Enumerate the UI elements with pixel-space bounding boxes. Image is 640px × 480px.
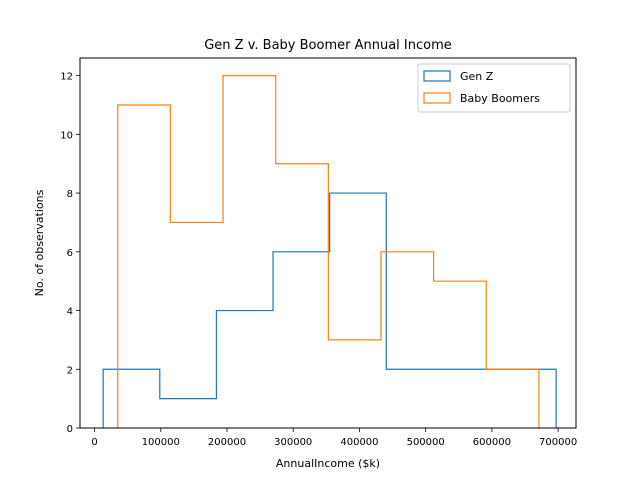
x-tick-label: 100000 [142, 437, 180, 448]
y-tick-label: 4 [67, 307, 73, 318]
series-0-step-outline [102, 192, 557, 428]
x-tick-label: 300000 [274, 437, 312, 448]
x-tick-label: 400000 [340, 437, 378, 448]
axes-frame [79, 57, 577, 429]
legend: Gen Z Baby Boomers [417, 63, 571, 113]
x-tick-label: 0 [91, 437, 97, 448]
series-1-step-outline [117, 75, 540, 428]
y-tick-label: 12 [60, 72, 73, 83]
x-tick-label: 200000 [208, 437, 246, 448]
legend-swatch-1 [423, 92, 451, 104]
y-tick-label: 10 [60, 130, 73, 141]
y-axis-label: No. of observations [33, 189, 46, 296]
x-axis-label: AnnualIncome ($k) [276, 457, 380, 470]
x-tick-label: 500000 [407, 437, 445, 448]
y-axis-ticks: 0 2 4 6 8 10 12 [60, 72, 80, 435]
y-tick-label: 8 [67, 189, 73, 200]
series-layer [102, 75, 557, 428]
legend-swatch-0 [423, 70, 451, 82]
x-tick-label: 600000 [473, 437, 511, 448]
legend-box [417, 63, 571, 113]
legend-label-1: Baby Boomers [460, 92, 540, 105]
x-axis-ticks: 0 100000 200000 300000 400000 500000 600000 700… [91, 428, 577, 448]
y-tick-label: 6 [67, 248, 73, 259]
y-tick-label: 0 [67, 424, 73, 435]
legend-label-0: Gen Z [460, 70, 494, 83]
chart-title: Gen Z v. Baby Boomer Annual Income [204, 38, 452, 53]
x-tick-label: 700000 [539, 437, 577, 448]
y-tick-label: 2 [67, 365, 73, 376]
